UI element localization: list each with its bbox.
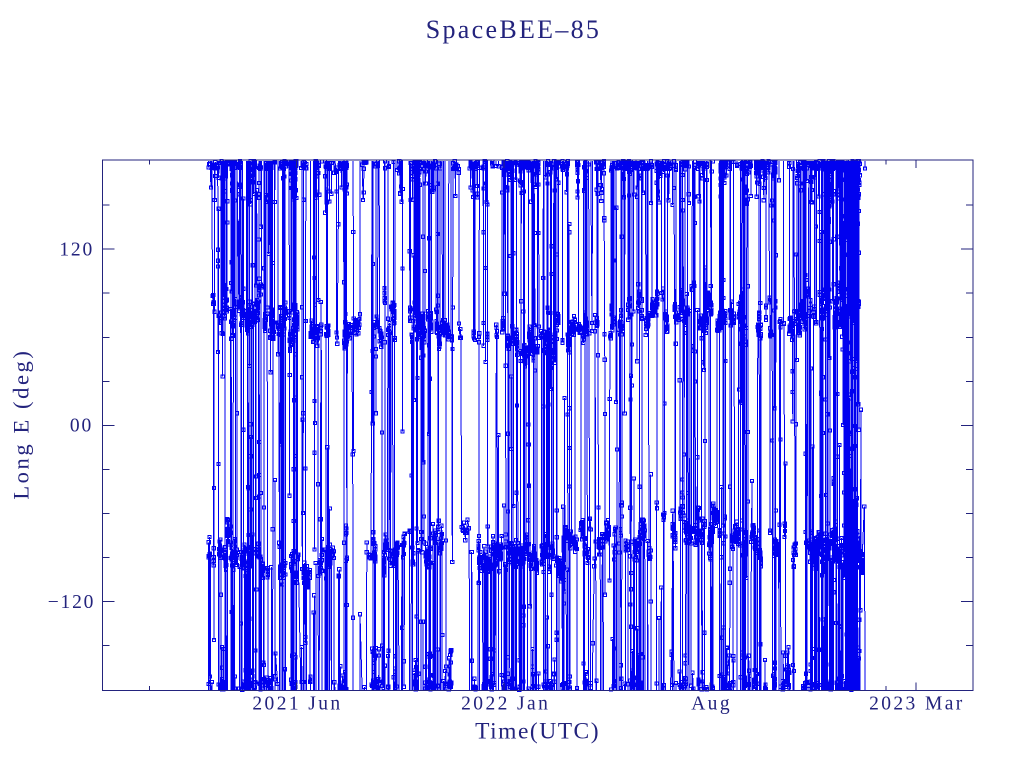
svg-text:SpaceBEE–85: SpaceBEE–85 [426, 15, 602, 44]
svg-text:2022 Jan: 2022 Jan [461, 693, 550, 714]
svg-text:120: 120 [59, 239, 94, 260]
svg-text:2021 Jun: 2021 Jun [252, 693, 342, 714]
svg-text:Long E (deg): Long E (deg) [9, 349, 34, 500]
svg-text:Aug: Aug [691, 693, 732, 714]
svg-text:−120: −120 [48, 592, 95, 613]
svg-text:2023 Mar: 2023 Mar [869, 693, 965, 714]
svg-text:00: 00 [70, 416, 93, 437]
svg-text:Time(UTC): Time(UTC) [475, 718, 600, 744]
